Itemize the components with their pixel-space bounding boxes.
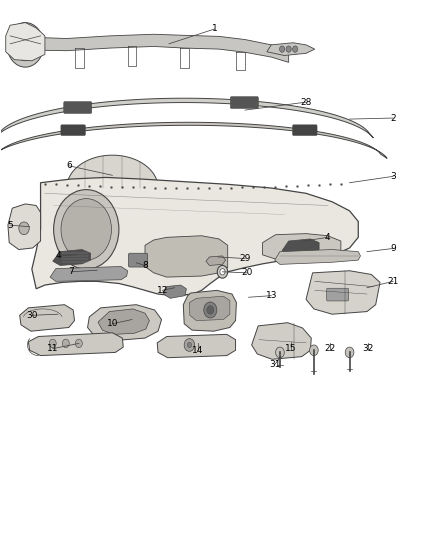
Polygon shape	[262, 233, 341, 260]
Circle shape	[286, 46, 291, 52]
Polygon shape	[50, 266, 127, 281]
Text: 11: 11	[47, 344, 59, 353]
Polygon shape	[184, 290, 237, 331]
Polygon shape	[67, 155, 158, 188]
Text: 15: 15	[285, 344, 297, 353]
Polygon shape	[53, 249, 91, 265]
Circle shape	[293, 46, 298, 52]
Circle shape	[75, 339, 82, 348]
Circle shape	[19, 222, 29, 235]
Polygon shape	[98, 309, 149, 334]
Text: 28: 28	[300, 98, 312, 107]
Text: 9: 9	[390, 244, 396, 253]
Text: 5: 5	[7, 221, 13, 230]
Circle shape	[345, 347, 354, 358]
Text: 3: 3	[390, 172, 396, 181]
Circle shape	[187, 342, 191, 348]
Circle shape	[62, 339, 69, 348]
Polygon shape	[10, 34, 289, 62]
Circle shape	[61, 199, 112, 260]
FancyBboxPatch shape	[128, 253, 148, 267]
Circle shape	[310, 345, 318, 356]
Polygon shape	[252, 322, 311, 359]
Polygon shape	[306, 271, 380, 314]
FancyBboxPatch shape	[326, 288, 349, 301]
FancyBboxPatch shape	[61, 125, 85, 135]
Polygon shape	[32, 177, 358, 296]
FancyBboxPatch shape	[293, 125, 317, 135]
Polygon shape	[275, 249, 360, 264]
Polygon shape	[163, 285, 186, 298]
Text: 20: 20	[242, 268, 253, 277]
Polygon shape	[157, 334, 236, 358]
Text: 31: 31	[269, 360, 280, 369]
Text: 2: 2	[390, 114, 396, 123]
Text: 6: 6	[66, 161, 72, 170]
Polygon shape	[189, 296, 230, 320]
Text: 14: 14	[192, 346, 204, 355]
Circle shape	[279, 46, 285, 52]
Text: 32: 32	[362, 344, 374, 353]
Circle shape	[207, 306, 214, 314]
Text: 10: 10	[106, 319, 118, 328]
Text: 13: 13	[265, 291, 277, 300]
Text: 30: 30	[26, 311, 38, 320]
Circle shape	[204, 302, 217, 318]
Text: 7: 7	[68, 268, 74, 276]
Circle shape	[19, 37, 32, 53]
Circle shape	[49, 339, 56, 348]
Text: 22: 22	[325, 344, 336, 353]
Polygon shape	[267, 43, 315, 55]
Text: 8: 8	[142, 261, 148, 270]
FancyBboxPatch shape	[230, 96, 258, 108]
Polygon shape	[6, 22, 45, 61]
Circle shape	[217, 265, 228, 278]
Polygon shape	[8, 204, 41, 249]
Circle shape	[220, 269, 225, 275]
Polygon shape	[28, 333, 123, 356]
Text: 1: 1	[212, 25, 218, 34]
Polygon shape	[88, 305, 162, 341]
Text: 21: 21	[387, 277, 399, 286]
Circle shape	[53, 190, 119, 269]
Text: 4: 4	[325, 233, 331, 242]
Polygon shape	[206, 256, 226, 265]
Polygon shape	[20, 305, 74, 331]
Circle shape	[12, 29, 39, 61]
Circle shape	[184, 338, 194, 351]
Circle shape	[7, 22, 44, 67]
Text: 4: 4	[55, 252, 61, 261]
FancyBboxPatch shape	[64, 102, 92, 114]
Polygon shape	[0, 98, 373, 138]
Polygon shape	[282, 239, 319, 255]
Polygon shape	[0, 122, 387, 158]
Text: 12: 12	[157, 286, 168, 295]
Text: 29: 29	[240, 254, 251, 263]
Circle shape	[276, 347, 284, 358]
Polygon shape	[145, 236, 228, 277]
